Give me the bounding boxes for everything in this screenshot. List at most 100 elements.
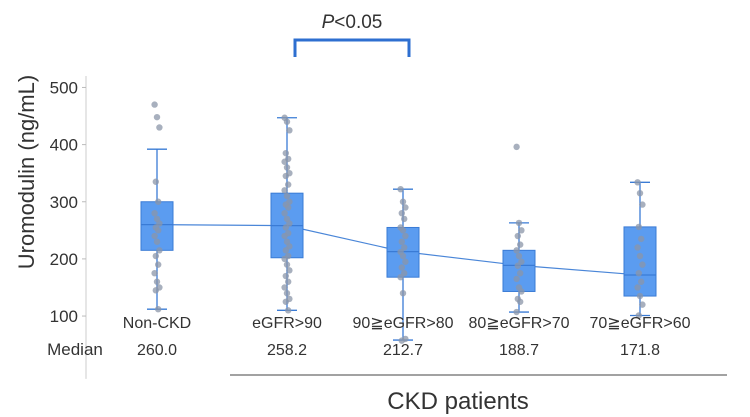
data-point xyxy=(282,298,289,305)
data-point xyxy=(155,227,162,234)
ckd-group-label: CKD patients xyxy=(387,388,528,415)
data-point xyxy=(402,204,409,211)
data-point xyxy=(636,252,644,260)
data-point xyxy=(517,241,524,248)
data-point xyxy=(281,209,288,217)
data-point xyxy=(281,232,288,240)
y-axis-label: Uromodulin (ng/mL) xyxy=(14,75,39,269)
data-point xyxy=(518,227,525,234)
data-point xyxy=(153,278,161,285)
data-point xyxy=(286,127,293,134)
data-point xyxy=(281,187,288,194)
data-point xyxy=(635,223,642,231)
data-point xyxy=(156,124,163,131)
data-point xyxy=(638,235,645,243)
significance-bracket xyxy=(293,38,411,57)
data-point xyxy=(151,209,158,217)
data-point xyxy=(282,172,289,180)
data-point xyxy=(513,308,520,316)
data-point xyxy=(634,284,641,291)
data-point xyxy=(398,238,405,245)
data-point xyxy=(635,269,642,277)
data-point xyxy=(513,247,520,254)
data-point xyxy=(285,204,292,211)
data-point xyxy=(397,185,404,193)
median-value-label: 188.7 xyxy=(499,342,539,359)
data-point xyxy=(155,198,162,205)
data-point xyxy=(634,179,641,186)
data-point xyxy=(639,201,646,208)
data-point xyxy=(283,192,291,200)
data-point xyxy=(283,289,291,297)
data-point xyxy=(283,164,291,171)
data-point xyxy=(152,287,159,294)
data-point xyxy=(153,238,161,245)
median-value-label: 260.0 xyxy=(137,342,177,359)
data-point xyxy=(513,275,520,283)
data-point xyxy=(517,269,524,277)
y-tick-label: 200 xyxy=(50,250,78,269)
data-point xyxy=(156,247,163,254)
data-point xyxy=(636,189,644,197)
data-point xyxy=(398,264,405,271)
data-point xyxy=(151,101,158,108)
data-point xyxy=(282,149,289,157)
x-category-label: eGFR>90 xyxy=(252,315,322,332)
median-row-label: Median xyxy=(47,340,103,359)
data-point xyxy=(513,143,520,151)
box-group-3 xyxy=(386,185,420,344)
y-tick-label: 300 xyxy=(50,193,78,212)
data-point xyxy=(285,307,292,314)
data-point xyxy=(518,288,525,295)
y-tick-label: 400 xyxy=(50,136,78,155)
data-point xyxy=(282,272,289,280)
data-point xyxy=(399,252,407,260)
data-point xyxy=(515,252,523,260)
box-group-2 xyxy=(270,114,304,314)
box-group-1 xyxy=(140,101,174,313)
y-tick-label: 500 xyxy=(50,78,78,97)
data-point xyxy=(398,209,405,217)
data-point xyxy=(634,244,641,251)
data-point xyxy=(397,273,404,281)
x-category-label: 90≧eGFR>80 xyxy=(352,315,453,332)
x-category-label: Non-CKD xyxy=(123,315,191,332)
data-point xyxy=(514,262,521,269)
data-point xyxy=(515,219,523,227)
median-value-label: 258.2 xyxy=(267,342,307,359)
data-point xyxy=(402,232,409,240)
data-point xyxy=(152,178,159,185)
data-point xyxy=(155,305,162,313)
data-point xyxy=(283,261,291,268)
data-point xyxy=(281,158,288,165)
median-value-label: 171.8 xyxy=(620,342,660,359)
significance-p-symbol: P xyxy=(322,12,335,33)
significance-annotation: P<0.05 xyxy=(293,12,411,57)
data-point xyxy=(401,215,408,223)
significance-label: P<0.05 xyxy=(322,12,383,33)
data-point xyxy=(401,244,408,251)
x-axis-labels: Non-CKD 260.0 eGFR>90 258.2 90≧eGFR>80 212.7 8… xyxy=(123,315,691,359)
data-point xyxy=(282,224,289,231)
y-tick-label: 100 xyxy=(50,307,78,326)
data-point xyxy=(635,312,642,319)
data-point xyxy=(151,232,158,240)
box-group-4 xyxy=(502,143,536,316)
data-point xyxy=(155,261,162,268)
median-value-label: 212.7 xyxy=(383,342,423,359)
data-point xyxy=(283,118,291,125)
x-category-label: 70≧eGFR>60 xyxy=(589,315,690,332)
data-point xyxy=(636,292,644,300)
data-point xyxy=(281,255,288,263)
data-point xyxy=(399,227,407,234)
data-point xyxy=(153,113,161,121)
data-point xyxy=(399,198,407,205)
data-point xyxy=(152,252,159,260)
x-category-label: 80≧eGFR>70 xyxy=(468,315,569,332)
y-axis: 100 200 300 400 500 xyxy=(50,76,87,379)
box-group-5 xyxy=(623,179,657,319)
data-point xyxy=(638,278,645,285)
data-point xyxy=(398,337,405,344)
data-point xyxy=(285,181,292,188)
